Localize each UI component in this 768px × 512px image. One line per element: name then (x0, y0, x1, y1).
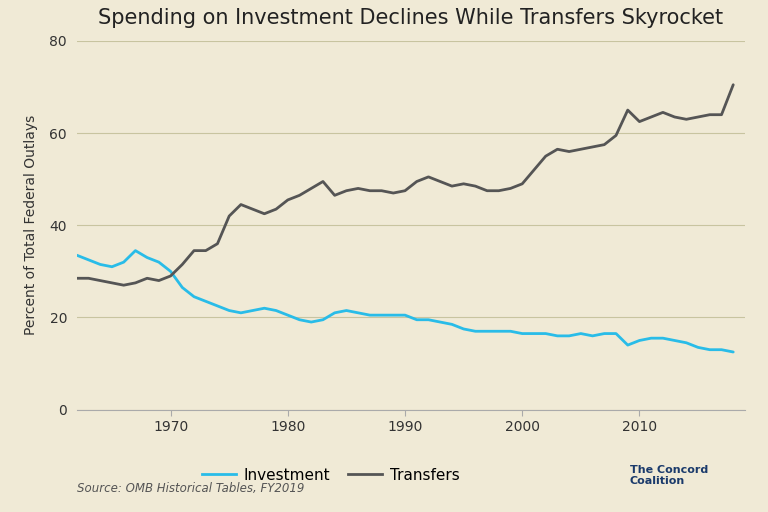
Title: Spending on Investment Declines While Transfers Skyrocket: Spending on Investment Declines While Tr… (98, 8, 723, 28)
Legend: Investment, Transfers: Investment, Transfers (196, 461, 465, 488)
Y-axis label: Percent of Total Federal Outlays: Percent of Total Federal Outlays (25, 115, 38, 335)
Text: The Concord
Coalition: The Concord Coalition (630, 465, 708, 486)
Text: Source: OMB Historical Tables, FY2019: Source: OMB Historical Tables, FY2019 (77, 481, 304, 495)
